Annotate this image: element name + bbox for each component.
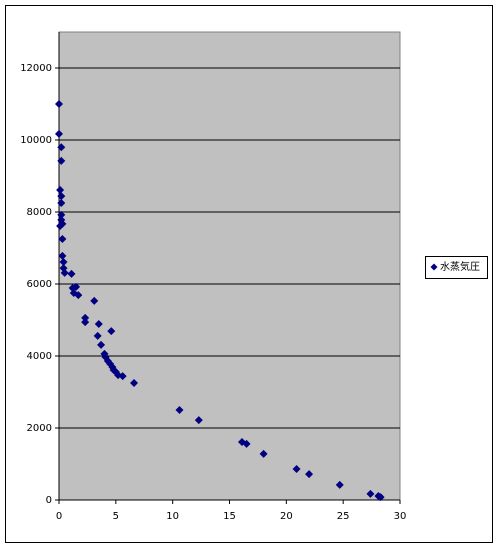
data-point: [94, 319, 103, 328]
legend-label: 水蒸気圧: [440, 260, 480, 273]
data-point: [57, 199, 66, 207]
data-point: [118, 372, 127, 381]
data-point: [259, 449, 268, 458]
x-tick-label: 25: [337, 511, 350, 522]
y-tick-label: 12000: [20, 63, 52, 74]
data-point: [305, 470, 314, 479]
y-tick-label: 6000: [27, 279, 52, 290]
data-point: [58, 251, 67, 260]
data-point: [376, 493, 385, 502]
legend-marker: [430, 263, 438, 271]
x-tick-label: 0: [56, 511, 62, 522]
data-point: [90, 296, 99, 305]
x-tick-label: 30: [394, 511, 407, 522]
data-point: [194, 416, 203, 425]
data-point: [366, 489, 375, 498]
data-point: [67, 269, 76, 278]
data-point: [242, 439, 251, 448]
data-point: [59, 264, 68, 273]
data-point: [57, 210, 66, 219]
data-point: [97, 340, 106, 349]
data-point: [60, 268, 69, 277]
y-tick-label: 2000: [27, 423, 52, 434]
data-point: [93, 331, 102, 340]
data-point: [57, 143, 66, 152]
legend-box: [425, 256, 488, 279]
data-point: [56, 186, 65, 195]
x-tick-label: 5: [113, 511, 119, 522]
data-point: [58, 235, 67, 243]
y-tick-label: 8000: [27, 207, 52, 218]
x-tick-label: 10: [166, 511, 179, 522]
data-point: [55, 129, 63, 138]
data-point: [292, 465, 301, 474]
data-point: [55, 100, 63, 108]
data-point: [81, 318, 90, 327]
y-tick-label: 4000: [27, 351, 52, 362]
data-point: [81, 313, 90, 322]
data-point: [107, 327, 116, 336]
x-tick-label: 20: [280, 511, 293, 522]
data-point: [74, 291, 83, 300]
data-point: [175, 406, 184, 414]
y-tick-label: 0: [46, 495, 52, 506]
data-point: [57, 192, 66, 201]
x-tick-label: 15: [223, 511, 236, 522]
data-point: [335, 480, 344, 489]
data-point: [58, 219, 67, 228]
data-point: [59, 258, 68, 267]
plot-area: [58, 31, 401, 501]
data-point: [72, 282, 81, 291]
y-tick-label: 10000: [20, 135, 52, 146]
data-point: [130, 379, 139, 387]
data-point: [57, 156, 66, 165]
